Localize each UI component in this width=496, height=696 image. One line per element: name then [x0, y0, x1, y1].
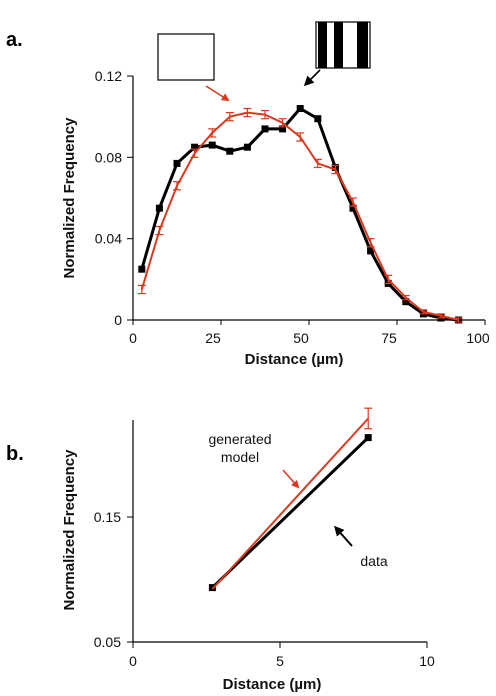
model-error-bar	[366, 238, 375, 248]
data-point	[261, 125, 269, 133]
model-arrow	[282, 469, 300, 489]
panel-a-label: a.	[6, 29, 23, 51]
model-error-bar	[364, 407, 373, 430]
y-tick-label: 0.05	[94, 634, 121, 650]
model-error-bar	[437, 313, 445, 319]
x-tick-label: 5	[276, 653, 284, 669]
generated-model-annotation: generated model	[208, 431, 271, 465]
plot-area	[137, 105, 463, 324]
model-series-line	[140, 111, 459, 321]
model-error-bar	[155, 225, 164, 236]
striped-square-inset	[315, 21, 371, 69]
plot-area	[208, 407, 373, 592]
y-tick-label: 0.12	[95, 68, 122, 84]
model-error-bar	[313, 158, 322, 169]
data-arrow	[303, 69, 321, 87]
x-ticks: 0 5 10	[129, 642, 435, 669]
x-axis-title: Distance (µm)	[223, 676, 322, 693]
y-tick-label: 0.04	[95, 231, 122, 247]
data-point	[226, 147, 234, 155]
model-error-bar	[243, 107, 252, 118]
data-arrow	[334, 525, 353, 547]
y-axis-title: Normalized Frequency	[61, 117, 78, 279]
data-point	[279, 125, 287, 133]
model-error-bar	[419, 309, 428, 315]
x-tick-label: 75	[381, 330, 397, 346]
x-tick-label: 0	[129, 330, 137, 346]
data-point	[138, 265, 146, 273]
model-error-bar	[208, 128, 217, 138]
y-axis-title: Normalized Frequency	[61, 449, 78, 611]
y-ticks: 0.05 0.15	[94, 509, 133, 650]
blank-square-inset	[157, 33, 215, 81]
model-error-bar	[190, 148, 199, 158]
data-point	[208, 141, 216, 149]
model-arrow	[205, 85, 230, 102]
model-error-bar	[384, 274, 393, 284]
model-error-bar	[137, 284, 146, 295]
y-tick-label: 0.15	[94, 509, 121, 525]
model-error-bar	[454, 317, 463, 323]
model-error-bar	[173, 181, 181, 191]
x-tick-label: 25	[205, 330, 221, 346]
data-point	[155, 204, 163, 212]
x-axis-title: Distance (µm)	[245, 351, 344, 368]
data-point	[349, 204, 357, 212]
panel-b-label: b.	[6, 443, 24, 465]
data-point	[367, 247, 375, 255]
y-ticks: 0 0.04 0.08 0.12	[95, 68, 133, 328]
data-point	[364, 434, 372, 442]
model-error-bar	[261, 109, 269, 120]
x-tick-label: 100	[466, 330, 490, 346]
annotation-data: data	[360, 553, 387, 569]
model-error-bar	[225, 111, 234, 122]
data-point	[173, 159, 181, 167]
model-error-bar	[296, 132, 305, 142]
panel-b: b. 0.05 0.15 0 5 10 Distance (µm) Normal…	[6, 407, 435, 693]
data-series-line	[211, 436, 370, 589]
model-error-bar	[278, 118, 287, 128]
data-point	[208, 584, 216, 592]
data-point	[402, 298, 410, 306]
data-point	[314, 115, 322, 123]
x-ticks: 0 25 50 75 100	[129, 320, 490, 346]
x-tick-label: 50	[293, 330, 309, 346]
annotation-generated: generated	[208, 431, 271, 447]
annotation-model: model	[221, 449, 259, 465]
data-point	[191, 143, 199, 151]
data-point	[243, 143, 251, 151]
model-error-bar	[349, 197, 357, 207]
data-point	[296, 105, 304, 112]
y-tick-label: 0	[114, 312, 122, 328]
x-tick-label: 0	[129, 653, 137, 669]
model-error-bar	[331, 164, 340, 175]
model-series-line	[211, 417, 369, 590]
panel-a: a. 0 0.04 0.08 0.12	[6, 21, 490, 368]
y-tick-label: 0.08	[95, 149, 122, 165]
x-tick-label: 10	[419, 653, 435, 669]
model-error-bar	[401, 295, 410, 301]
